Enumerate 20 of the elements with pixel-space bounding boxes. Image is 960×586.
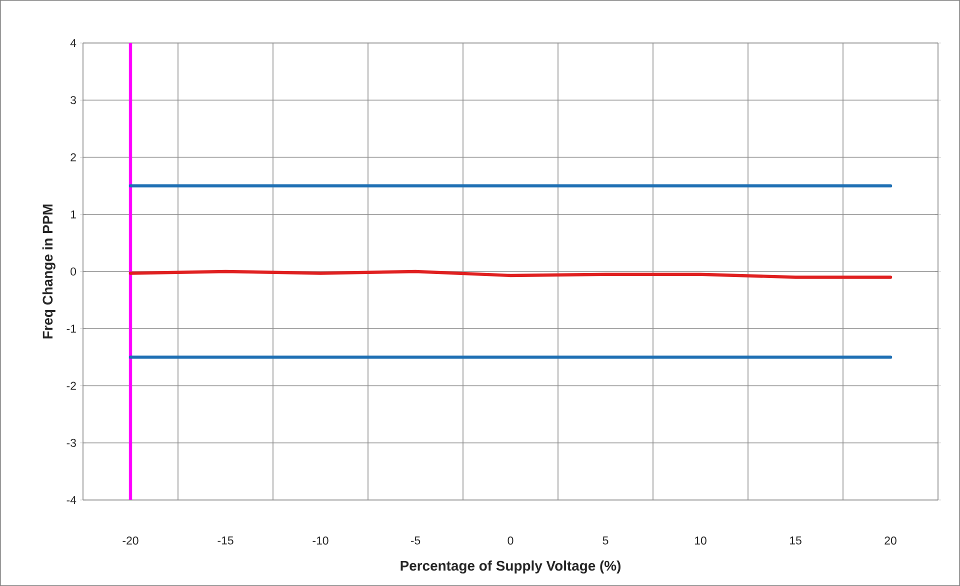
y-axis-title: Freq Change in PPM xyxy=(42,204,56,338)
x-axis-title: Percentage of Supply Voltage (%) xyxy=(400,560,621,574)
y-tick-label: -3 xyxy=(66,438,76,447)
x-tick-label: 20 xyxy=(884,536,896,545)
x-tick-label: 10 xyxy=(695,536,706,545)
x-tick-label: 15 xyxy=(790,536,802,545)
x-tick-label: -10 xyxy=(312,536,328,545)
x-tick-label: -5 xyxy=(410,536,420,545)
y-tick-label: -4 xyxy=(66,496,76,504)
y-tick-label: -2 xyxy=(66,382,76,390)
x-tick-label: 5 xyxy=(602,536,608,545)
y-tick-label: 1 xyxy=(70,210,76,218)
x-tick-label: 0 xyxy=(508,536,514,545)
y-tick-label: 3 xyxy=(70,96,76,104)
x-tick-label: -20 xyxy=(122,536,138,545)
y-tick-label: -1 xyxy=(66,324,76,333)
x-tick-label: -15 xyxy=(218,536,234,545)
y-tick-label: 0 xyxy=(70,267,76,276)
y-tick-label: 2 xyxy=(70,153,76,162)
y-tick-label: 4 xyxy=(70,39,76,47)
